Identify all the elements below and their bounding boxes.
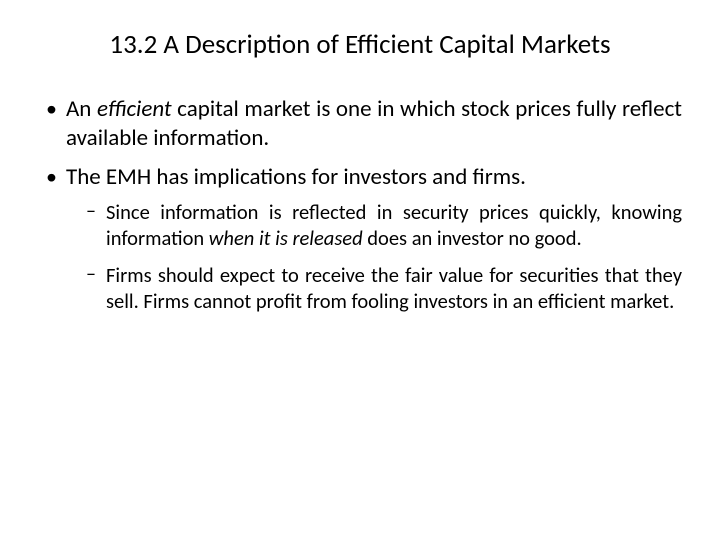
bullet-list-level1: An efficient capital market is one in wh… [38,95,682,314]
text-run: when it is released [209,225,363,251]
text-run: The EMH has implications for investors a… [66,163,526,191]
text-run: efficient [97,95,172,123]
list-item: Firms should expect to receive the fair … [76,262,682,314]
text-run: An [66,95,97,123]
list-item: The EMH has implications for investors a… [38,163,682,315]
bullet-list-level2: Since information is reflected in securi… [66,199,682,314]
text-run: Firms should expect to receive the fair … [106,262,682,314]
text-run: does an investor no good. [363,225,582,251]
list-item: Since information is reflected in securi… [76,199,682,251]
slide-title: 13.2 A Description of Efficient Capital … [38,28,682,61]
list-item: An efficient capital market is one in wh… [38,95,682,153]
